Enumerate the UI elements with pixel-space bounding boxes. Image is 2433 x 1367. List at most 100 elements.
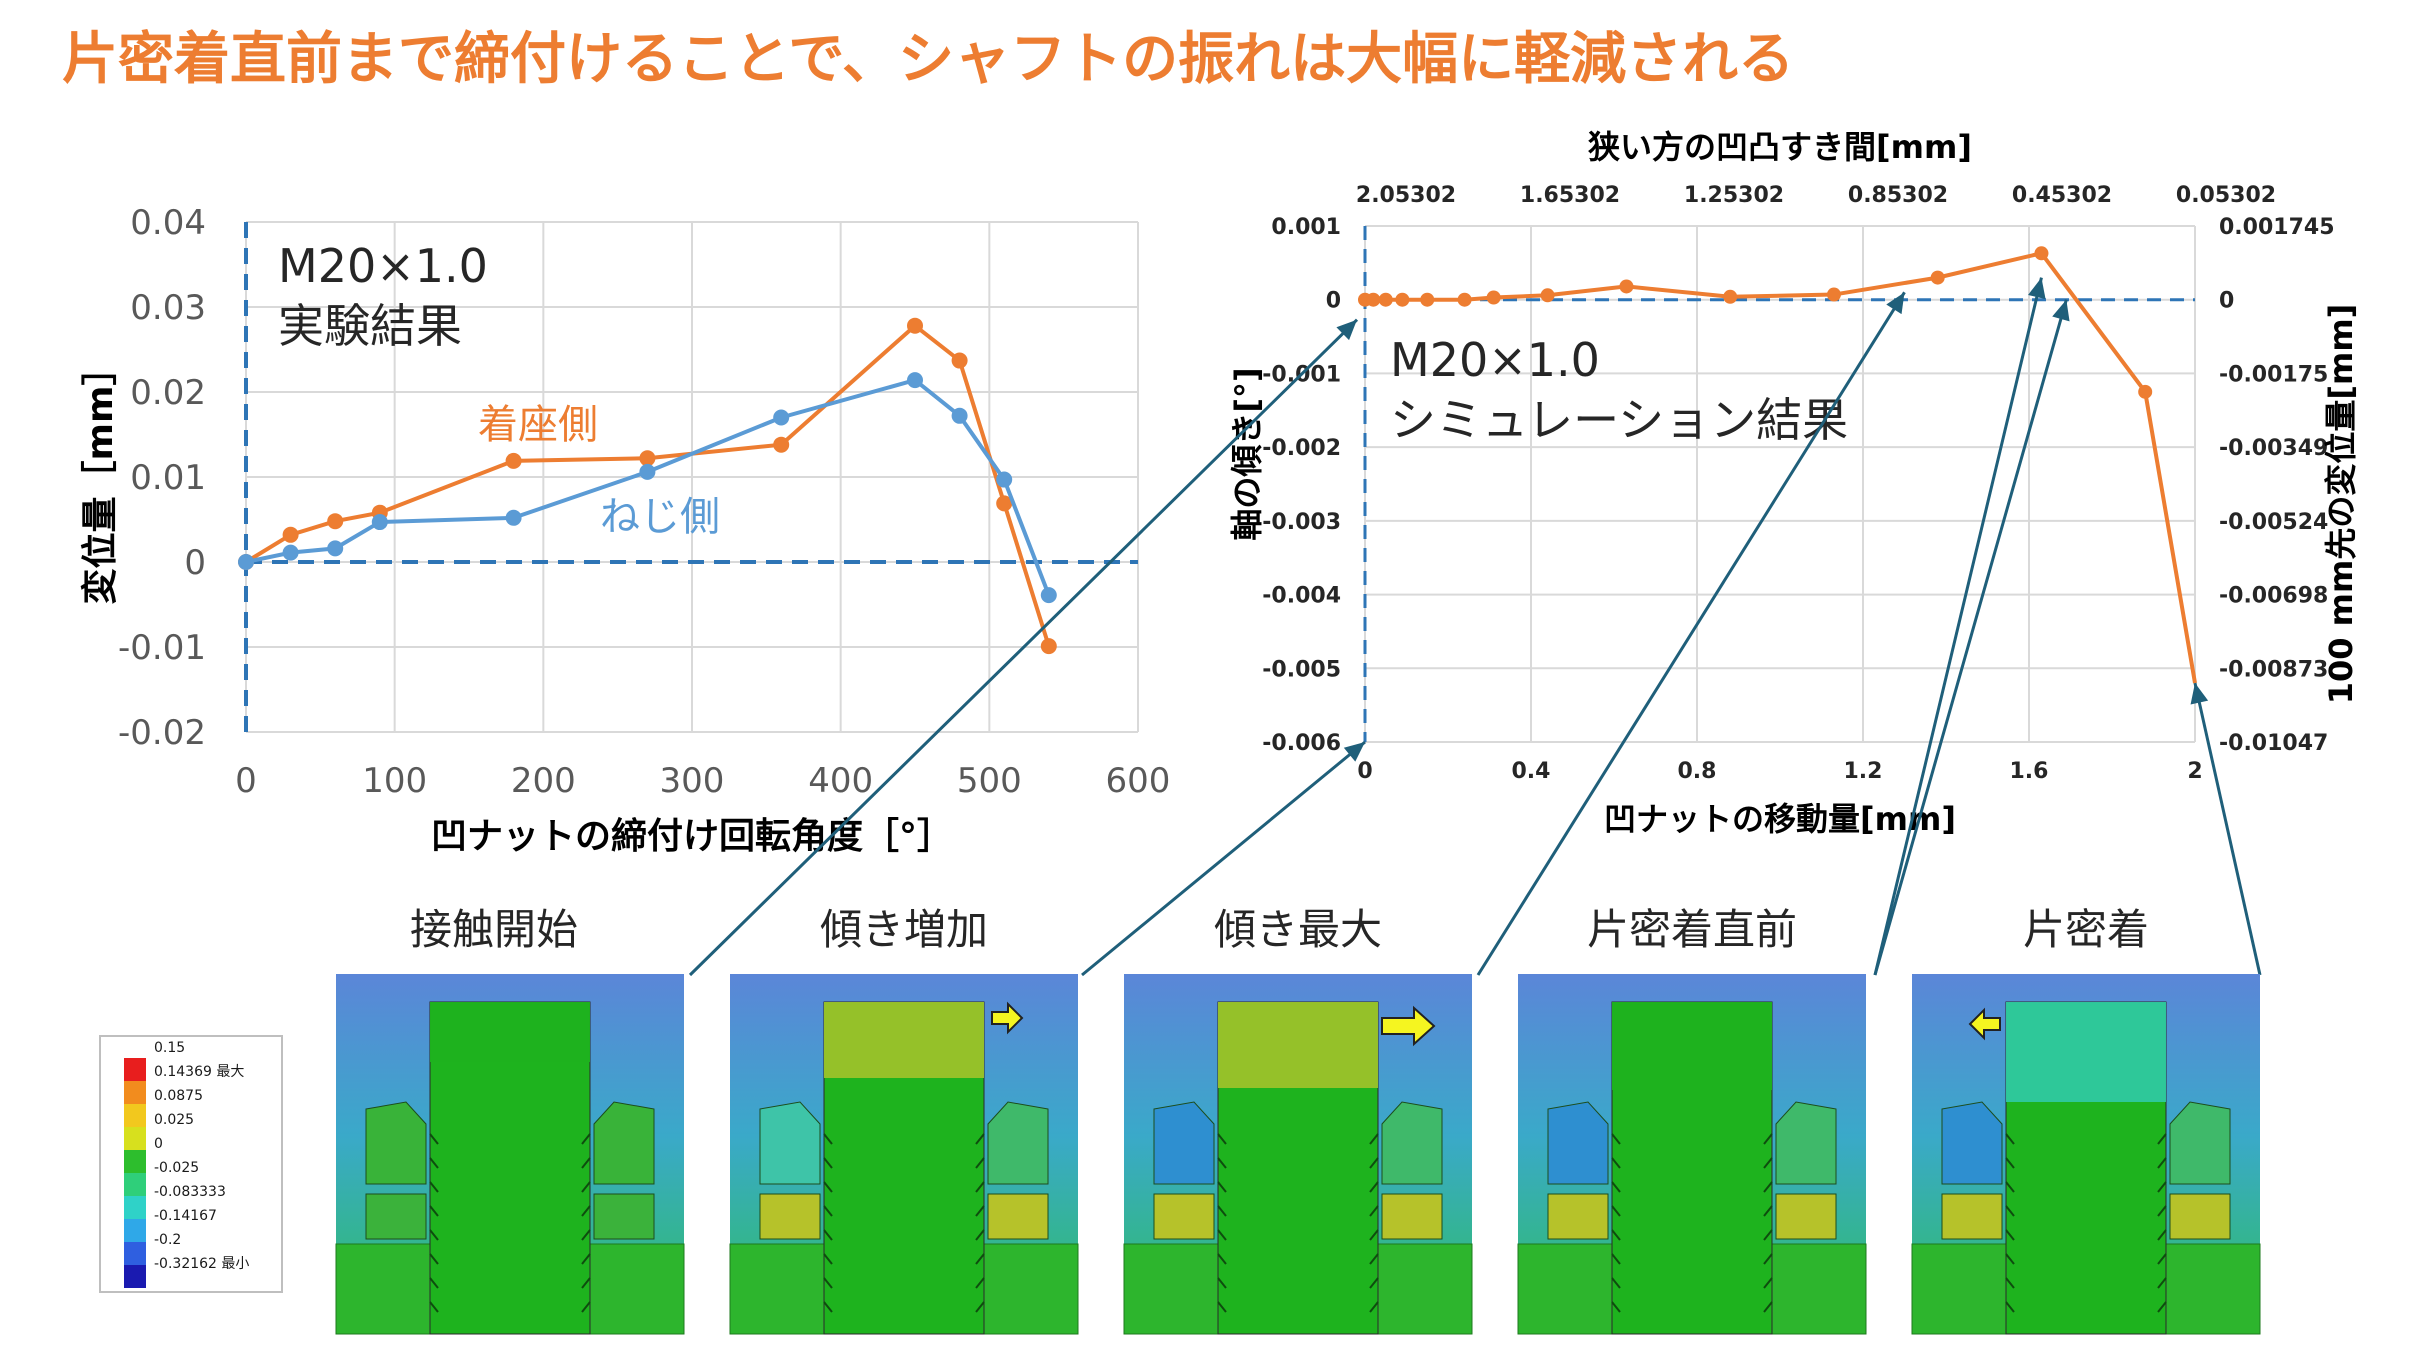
series-line-0 (244, 323, 1051, 647)
legend-label: 0.025 (154, 1112, 194, 1128)
y2-tick-label: 0 (2219, 289, 2234, 314)
stage-washer-left (365, 1193, 427, 1240)
stage-thread-mark (975, 1133, 985, 1145)
connector-arrowhead (2190, 683, 2209, 705)
stage-thread-mark (581, 1133, 591, 1145)
x2-tick-label: 0.45302 (2012, 183, 2112, 208)
displacement-arrow-icon (1968, 1007, 2001, 1041)
stage-thread-mark (1217, 1253, 1227, 1265)
color-legend: 0.15 0.14369 最大 0.0875 0.025 0 -0.025 -0.08333… (99, 1035, 283, 1293)
stage-thread-mark (429, 1157, 439, 1169)
stage-washer-left (1547, 1193, 1609, 1240)
stage-nut-right (987, 1101, 1049, 1185)
series-1-point (371, 514, 388, 531)
legend-swatch (124, 1127, 146, 1150)
stage-thread-mark (2157, 1229, 2167, 1241)
series-1-point (639, 463, 656, 480)
connector-line (1873, 299, 2068, 976)
series-0-point (996, 495, 1013, 512)
slide-title: 片密着直前まで締付けることで、シャフトの振れは大幅に軽減される (62, 27, 1795, 92)
x-tick-label: 600 (1106, 761, 1171, 801)
connector-arrowhead (1343, 742, 1365, 762)
stage-thread-mark (581, 1157, 591, 1169)
stage-thread-mark (581, 1205, 591, 1217)
stage-thread-mark (2157, 1253, 2167, 1265)
stage-thread-mark (2157, 1157, 2167, 1169)
series-1-point (951, 407, 968, 424)
y2-tick-label: -0.00349 (2219, 436, 2328, 461)
x-tick-label: 1.2 (1844, 759, 1883, 784)
series-0-point (907, 317, 923, 334)
simulation-series-point (1930, 270, 1945, 285)
x-axis-label: 凹ナットの移動量[mm] (1604, 800, 1956, 838)
x-tick-label: 0 (1357, 759, 1372, 784)
x-axis-label: 凹ナットの締付け回転角度［°］ (431, 816, 953, 857)
y2-tick-label: -0.00698 (2219, 584, 2328, 609)
stage-thread-mark (1369, 1253, 1379, 1265)
y2-tick-label: -0.00175 (2219, 362, 2328, 387)
legend-label: 0.15 (154, 1040, 185, 1056)
connector-line (688, 318, 1359, 977)
x-tick-label: 2 (2187, 759, 2202, 784)
stage-thread-mark (1369, 1277, 1379, 1289)
y-tick-label: -0.006 (1262, 731, 1341, 756)
stage-shaft-top (2006, 1002, 2166, 1102)
stage-label: 片密着 (2023, 905, 2149, 954)
y-tick-label: 0.001 (1271, 215, 1341, 240)
connector-line (2193, 682, 2262, 976)
stage-thread-mark (1217, 1181, 1227, 1193)
stage-nut-left (759, 1101, 821, 1185)
x-tick-label: 1.6 (2010, 759, 2049, 784)
stage-nut-right (593, 1101, 655, 1185)
stage-thread-mark (429, 1301, 439, 1313)
series-1-point (773, 409, 790, 426)
stage-thread-mark (2005, 1253, 2015, 1265)
x2-tick-label: 1.25302 (1684, 183, 1784, 208)
x-tick-label: 200 (511, 761, 576, 801)
stage-shaft-top (824, 1002, 984, 1078)
series-0-point (282, 526, 299, 543)
series-1-point (996, 471, 1013, 488)
stage-thread-mark (429, 1229, 439, 1241)
stage-washer-right (1775, 1193, 1837, 1240)
stage-thread-mark (1369, 1181, 1379, 1193)
stage-thread-mark (1763, 1157, 1773, 1169)
legend-label: 0.14369 最大 (154, 1064, 244, 1080)
annotation-spec: M20×1.0 (1390, 333, 1600, 387)
legend-label: -0.2 (154, 1232, 181, 1248)
simulation-series-line (1365, 251, 2197, 684)
stage-thread-mark (1763, 1181, 1773, 1193)
simulation-series-point (1457, 292, 1472, 307)
legend-label: -0.32162 最小 (154, 1256, 249, 1272)
stage-thread-mark (1763, 1277, 1773, 1289)
y-tick-label: -0.002 (1262, 436, 1341, 461)
series-0-point (327, 513, 344, 530)
stage-thread-mark (1611, 1229, 1621, 1241)
simulation-series-point (1619, 279, 1634, 294)
stage-washer-left (1153, 1193, 1215, 1240)
stage-thread-mark (581, 1229, 591, 1241)
stage-thread-mark (1369, 1133, 1379, 1145)
stage-washer-right (593, 1193, 655, 1240)
y-tick-label: -0.005 (1262, 657, 1341, 682)
stage-thread-mark (1217, 1205, 1227, 1217)
annotation-spec: M20×1.0 (278, 239, 488, 293)
legend-label: 0.0875 (154, 1088, 203, 1104)
stage-thread-mark (1217, 1229, 1227, 1241)
simulation-series-point (1366, 292, 1381, 307)
simulation-chart: 0.0010.00174500-0.001-0.00175-0.002-0.00… (1228, 128, 2360, 838)
stage-thread-mark (1369, 1301, 1379, 1313)
x-tick-label: 0.8 (1678, 759, 1717, 784)
stage-thread-mark (975, 1301, 985, 1313)
annotation-type: 実験結果 (278, 299, 462, 353)
connector-line (1476, 291, 1906, 976)
y-tick-label: -0.004 (1262, 584, 1341, 609)
stage-nut-right (1775, 1101, 1837, 1185)
legend-swatch (124, 1196, 146, 1219)
stage-thread-mark (823, 1133, 833, 1145)
stage-washer-left (759, 1193, 821, 1240)
stage-thread-mark (2157, 1181, 2167, 1193)
stage-shaft-top (430, 1002, 590, 1062)
simulation-series-point (1486, 290, 1501, 305)
stage-nut-left (1547, 1101, 1609, 1185)
